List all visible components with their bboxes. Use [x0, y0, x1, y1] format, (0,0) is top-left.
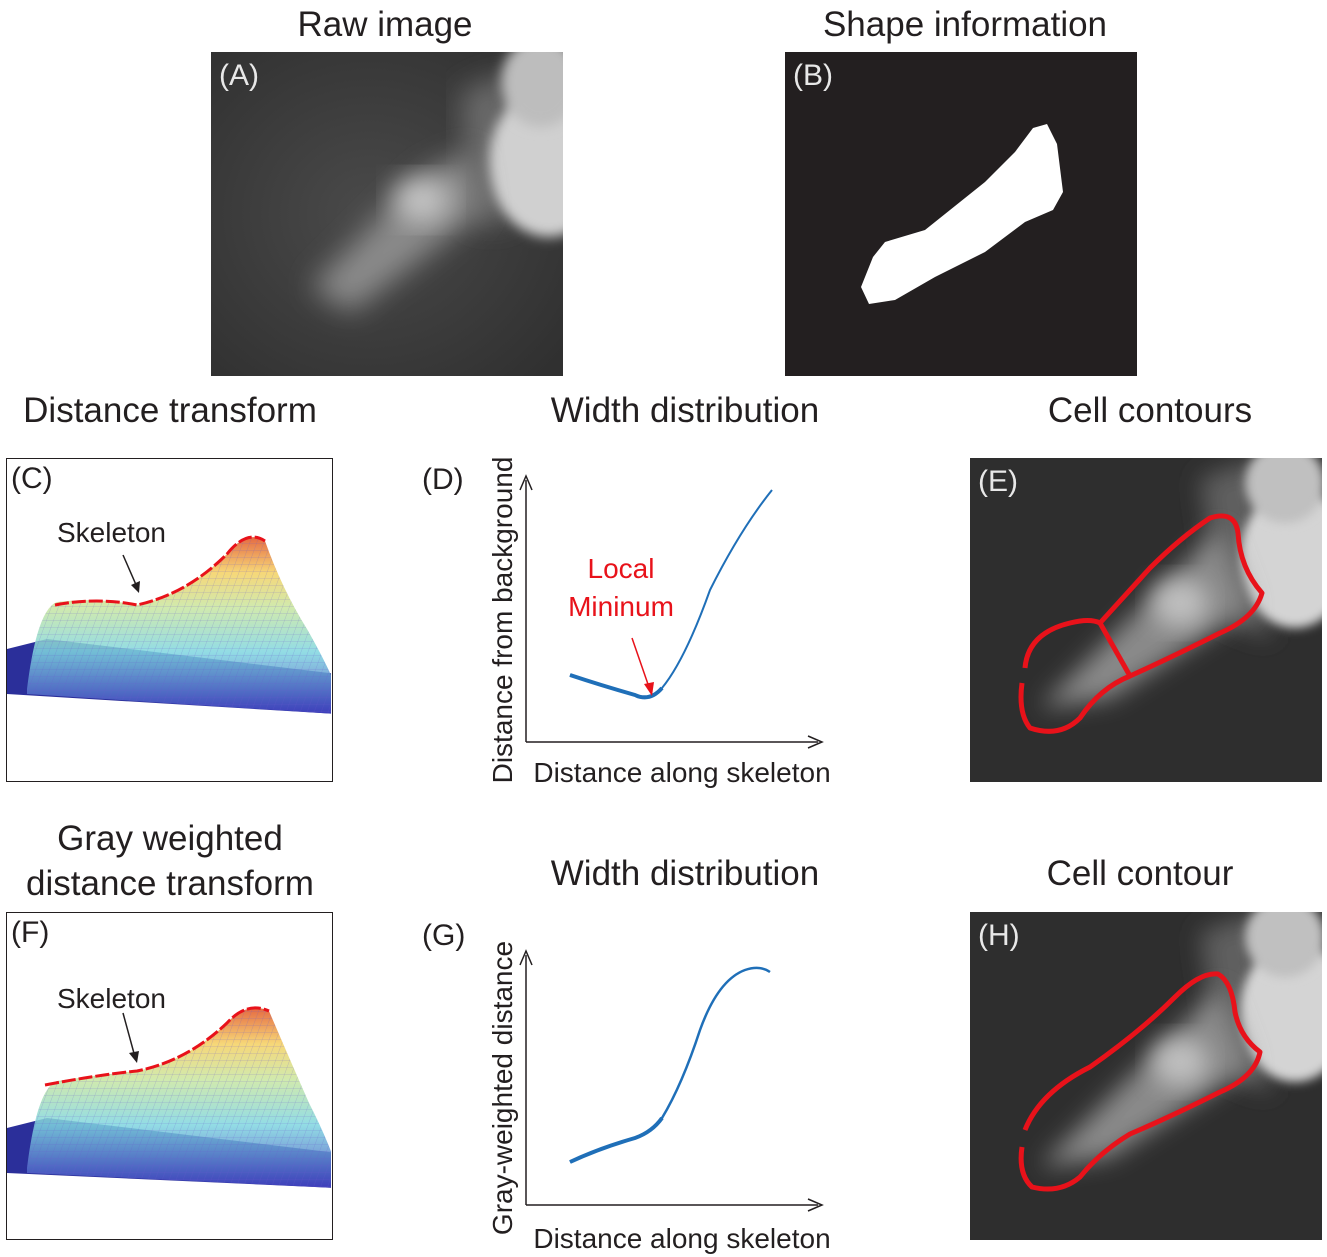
skeleton-arrow-c	[122, 554, 138, 588]
title-shape-information: Shape information	[822, 5, 1108, 44]
g-x-axis-label: Distance along skeleton	[533, 1223, 830, 1254]
local-minimum-label-1: Local	[588, 553, 655, 584]
panel-label-b: (B)	[793, 59, 833, 92]
contour-outer-h	[1018, 971, 1263, 1192]
gray-distance-mesh-plot: Skeleton	[7, 983, 332, 1188]
panel-label-g: (G)	[422, 919, 466, 952]
panel-d-width-plot: Local Mininum Distance from background D…	[400, 420, 880, 815]
title-raw-image: Raw image	[297, 5, 473, 44]
title-width-distribution-2: Width distribution	[550, 854, 820, 893]
panel-label-h: (H)	[978, 919, 1020, 952]
panel-label-f: (F)	[11, 916, 50, 949]
title-gray-weighted-line2: distance transform	[26, 864, 314, 903]
g-y-axis-label: Gray-weighted distance	[487, 941, 518, 1235]
skeleton-arrow-f	[122, 1012, 136, 1058]
local-minimum-label-2: Mininum	[568, 591, 674, 622]
width-distribution-plot: Local Mininum Distance from background D…	[487, 457, 831, 788]
binary-cell-mask	[861, 124, 1063, 304]
distance-mesh-plot: Skeleton	[7, 517, 332, 714]
panel-e-cell-contours: (E)	[970, 458, 1322, 782]
g-width-curve	[569, 966, 771, 1164]
skeleton-label-f: Skeleton	[57, 983, 166, 1014]
contour-division-e	[1097, 621, 1133, 678]
skeleton-ridge-f	[44, 1006, 270, 1087]
title-width-distribution-1: Width distribution	[550, 391, 820, 430]
d-x-axis-label: Distance along skeleton	[533, 757, 830, 788]
d-y-axis-label: Distance from background	[487, 457, 518, 784]
cell-contours-image	[970, 458, 1322, 782]
cell-contour-image	[970, 912, 1322, 1240]
title-cell-contour: Cell contour	[1046, 854, 1234, 893]
panel-b-shape: (B)	[785, 52, 1137, 376]
skeleton-ridge-c	[54, 535, 266, 607]
gray-width-distribution-plot: Gray-weighted distance Distance along sk…	[487, 941, 831, 1254]
panel-label-d: (D)	[422, 463, 464, 496]
raw-cell-image	[211, 52, 563, 376]
panel-label-c: (C)	[11, 462, 53, 495]
panel-c-distance-transform: Skeleton (C)	[6, 458, 333, 782]
panel-a-raw-image: (A)	[211, 52, 563, 376]
panel-h-cell-contour: (H)	[970, 912, 1322, 1240]
panel-g-width-plot: Gray-weighted distance Distance along sk…	[400, 880, 880, 1257]
title-distance-transform: Distance transform	[23, 391, 317, 430]
panel-label-a: (A)	[219, 59, 259, 92]
title-cell-contours: Cell contours	[1047, 391, 1253, 430]
contour-outer-e	[1018, 513, 1265, 734]
local-minimum-arrow	[631, 637, 651, 691]
title-gray-weighted-line1: Gray weighted	[57, 819, 283, 858]
skeleton-label-c: Skeleton	[57, 517, 166, 548]
panel-label-e: (E)	[978, 465, 1018, 498]
panel-f-gray-distance-transform: Skeleton (F)	[6, 912, 333, 1240]
